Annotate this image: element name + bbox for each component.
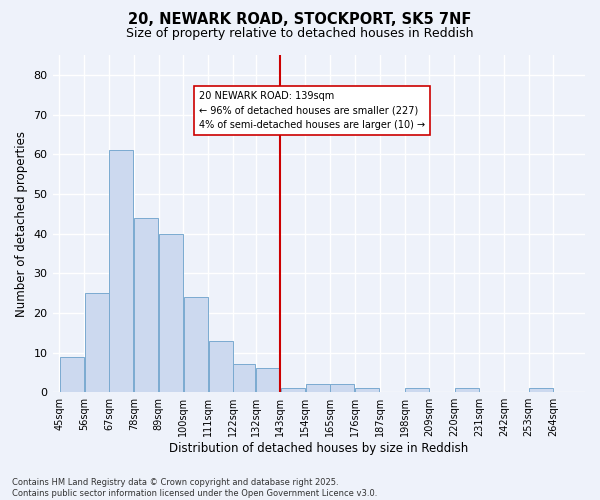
X-axis label: Distribution of detached houses by size in Reddish: Distribution of detached houses by size … [169,442,469,455]
Bar [455,388,479,392]
Bar [59,356,84,392]
Bar [405,388,429,392]
Bar [256,368,280,392]
Bar [159,234,183,392]
Bar [184,297,208,392]
Bar [281,388,305,392]
Bar [209,340,233,392]
Text: Size of property relative to detached houses in Reddish: Size of property relative to detached ho… [126,28,474,40]
Bar [134,218,158,392]
Text: Contains HM Land Registry data © Crown copyright and database right 2025.
Contai: Contains HM Land Registry data © Crown c… [12,478,377,498]
Bar [85,293,109,392]
Bar [233,364,255,392]
Bar [355,388,379,392]
Text: 20 NEWARK ROAD: 139sqm
← 96% of detached houses are smaller (227)
4% of semi-det: 20 NEWARK ROAD: 139sqm ← 96% of detached… [199,90,425,130]
Bar [529,388,553,392]
Bar [109,150,133,392]
Bar [331,384,355,392]
Bar [305,384,329,392]
Y-axis label: Number of detached properties: Number of detached properties [15,130,28,316]
Text: 20, NEWARK ROAD, STOCKPORT, SK5 7NF: 20, NEWARK ROAD, STOCKPORT, SK5 7NF [128,12,472,28]
